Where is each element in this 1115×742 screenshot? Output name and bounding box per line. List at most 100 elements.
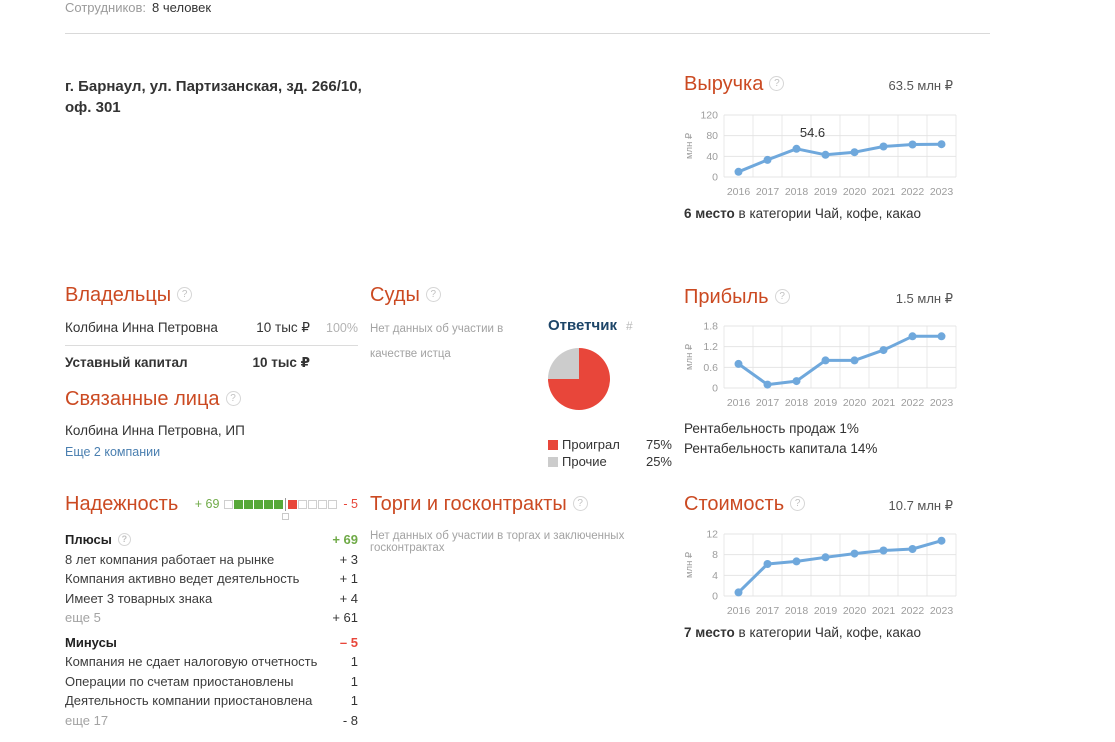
profit-chart: 0 0.6 1.2 1.8 млн ₽ 2016 2017 2018 2019 2020 2021 2… bbox=[684, 321, 957, 409]
related-title: Связанные лица bbox=[65, 388, 220, 410]
revenue-title: Выручка bbox=[684, 73, 764, 95]
meter-square bbox=[264, 499, 274, 509]
minuses-header-row: Минусы – 5 bbox=[65, 633, 358, 653]
rank-category: в категории Чай, кофе, какао bbox=[738, 625, 922, 640]
profit-note-capital: Рентабельность капитала 14% bbox=[684, 441, 878, 456]
more-companies-link[interactable]: Еще 2 компании bbox=[65, 445, 161, 459]
courts-no-data-text: Нет данных об участии в качестве истца bbox=[370, 323, 504, 360]
minus-row-value: 1 bbox=[350, 673, 358, 689]
capital-value: 10 тыс ₽ bbox=[252, 355, 310, 370]
minus-row: Операции по счетам приостановлены 1 bbox=[65, 672, 358, 692]
meter-square bbox=[308, 499, 318, 509]
svg-text:млн ₽: млн ₽ bbox=[684, 343, 695, 370]
svg-text:2021: 2021 bbox=[872, 186, 896, 198]
svg-text:2017: 2017 bbox=[756, 186, 780, 198]
plus-row: 8 лет компания работает на рынке + 3 bbox=[65, 550, 358, 570]
svg-text:2016: 2016 bbox=[727, 605, 751, 617]
tenders-section: Торги и госконтракты ? Нет данных об уча… bbox=[370, 490, 684, 730]
valuation-rank: 7 место в категории Чай, кофе, какао bbox=[684, 625, 953, 640]
minus-row: Деятельность компании приостановлена 1 bbox=[65, 691, 358, 711]
profit-section: Прибыль ? 1.5 млн ₽ 0 0.6 1.2 1.8 млн ₽ 2016 2… bbox=[684, 283, 965, 490]
meter-square bbox=[234, 499, 244, 509]
meter-square bbox=[274, 499, 284, 509]
plus-row-value: + 3 bbox=[339, 551, 358, 567]
meter-square bbox=[288, 499, 298, 509]
svg-text:1.2: 1.2 bbox=[703, 341, 718, 353]
company-address: г. Барнаул, ул. Партизанская, зд. 266/10… bbox=[65, 78, 362, 116]
revenue-rank: 6 место в категории Чай, кофе, какао bbox=[684, 206, 953, 221]
help-icon[interactable]: ? bbox=[769, 76, 785, 91]
meter-square bbox=[244, 499, 254, 509]
employees-value: 8 человек bbox=[152, 0, 212, 15]
svg-text:0: 0 bbox=[712, 383, 718, 395]
meter-square bbox=[224, 499, 234, 509]
help-icon[interactable]: ? bbox=[117, 533, 131, 546]
minus-row-value: 1 bbox=[350, 693, 358, 708]
svg-text:млн ₽: млн ₽ bbox=[684, 551, 695, 578]
svg-text:120: 120 bbox=[700, 110, 718, 122]
svg-text:2019: 2019 bbox=[814, 605, 838, 617]
help-icon[interactable]: ? bbox=[572, 496, 588, 511]
svg-text:2019: 2019 bbox=[814, 186, 838, 198]
owners-title: Владельцы bbox=[65, 284, 172, 306]
defendant-block: Ответчик # Проиграл 75% bbox=[548, 317, 672, 470]
more-minuses-link[interactable]: еще 17 bbox=[65, 712, 109, 728]
plus-row-value: + 4 bbox=[339, 590, 358, 606]
profit-latest-value: 1.5 млн ₽ bbox=[895, 291, 953, 306]
svg-text:млн ₽: млн ₽ bbox=[684, 132, 695, 159]
help-icon[interactable]: ? bbox=[225, 391, 241, 406]
legend-label: Проиграл bbox=[562, 437, 620, 452]
svg-text:2022: 2022 bbox=[901, 186, 925, 198]
svg-text:40: 40 bbox=[706, 151, 718, 163]
help-icon[interactable]: ? bbox=[790, 496, 806, 511]
svg-text:54.6: 54.6 bbox=[800, 125, 825, 140]
svg-text:2018: 2018 bbox=[785, 186, 809, 198]
plus-row: Компания активно ведет деятельность + 1 bbox=[65, 569, 358, 589]
minus-row-more: еще 17 - 8 bbox=[65, 711, 358, 731]
capital-row: Уставный капитал 10 тыс ₽ bbox=[65, 355, 358, 371]
courts-section: Суды ? Нет данных об участии в качестве … bbox=[370, 283, 684, 490]
revenue-section: Выручка ? 63.5 млн ₽ 0 40 80 120 млн ₽ 2016 20… bbox=[684, 60, 965, 283]
more-pluses-link[interactable]: еще 5 bbox=[65, 610, 101, 625]
reliability-section: Надежность + 69 - 5 Плюсы? + 69 8 лет ко… bbox=[65, 490, 370, 730]
reliability-title: Надежность bbox=[65, 493, 179, 515]
svg-text:2023: 2023 bbox=[930, 186, 954, 198]
legend-value: 25% bbox=[645, 454, 672, 469]
legend-label: Прочие bbox=[562, 454, 607, 469]
help-icon[interactable]: ? bbox=[425, 287, 441, 302]
valuation-chart: 0 4 8 12 млн ₽ 2016 2017 2018 2019 2020 2021 2022 20… bbox=[684, 529, 957, 617]
divider bbox=[65, 33, 990, 34]
hash-link[interactable]: # bbox=[625, 319, 633, 333]
tenders-title: Торги и госконтракты bbox=[370, 493, 567, 515]
owner-share-percent: 100% bbox=[326, 321, 358, 335]
plus-row-label: 8 лет компания работает на рынке bbox=[65, 551, 275, 567]
meter-plus-total: + 69 bbox=[194, 497, 220, 511]
svg-text:1.8: 1.8 bbox=[703, 321, 718, 333]
svg-text:2016: 2016 bbox=[727, 186, 751, 198]
minus-row-label: Компания не сдает налоговую отчетность bbox=[65, 654, 318, 669]
svg-text:0: 0 bbox=[712, 591, 718, 603]
tenders-no-data-text: Нет данных об участии в торгах и заключе… bbox=[370, 530, 625, 554]
plus-row-label: Имеет 3 товарных знака bbox=[65, 590, 213, 606]
svg-text:2023: 2023 bbox=[930, 397, 954, 409]
svg-text:2020: 2020 bbox=[843, 397, 867, 409]
capital-label: Уставный капитал bbox=[65, 355, 188, 370]
address-cell: г. Барнаул, ул. Партизанская, зд. 266/10… bbox=[65, 60, 370, 283]
svg-text:2020: 2020 bbox=[843, 186, 867, 198]
related-person-link[interactable]: Колбина Инна Петровна, ИП bbox=[65, 423, 245, 438]
svg-text:2017: 2017 bbox=[756, 397, 780, 409]
plus-row-value: + 61 bbox=[332, 610, 358, 625]
svg-text:2021: 2021 bbox=[872, 397, 896, 409]
plus-row-more: еще 5 + 61 bbox=[65, 608, 358, 628]
svg-text:80: 80 bbox=[706, 130, 718, 142]
svg-text:2016: 2016 bbox=[727, 397, 751, 409]
owner-name-link[interactable]: Колбина Инна Петровна bbox=[65, 320, 218, 335]
svg-text:2020: 2020 bbox=[843, 605, 867, 617]
valuation-title: Стоимость bbox=[684, 493, 785, 515]
legend-value: 75% bbox=[645, 437, 672, 452]
help-icon[interactable]: ? bbox=[177, 287, 193, 302]
plus-row: Имеет 3 товарных знака + 4 bbox=[65, 589, 358, 609]
help-icon[interactable]: ? bbox=[774, 289, 790, 304]
legend-swatch-gray bbox=[548, 456, 558, 467]
valuation-latest-value: 10.7 млн ₽ bbox=[888, 498, 954, 513]
